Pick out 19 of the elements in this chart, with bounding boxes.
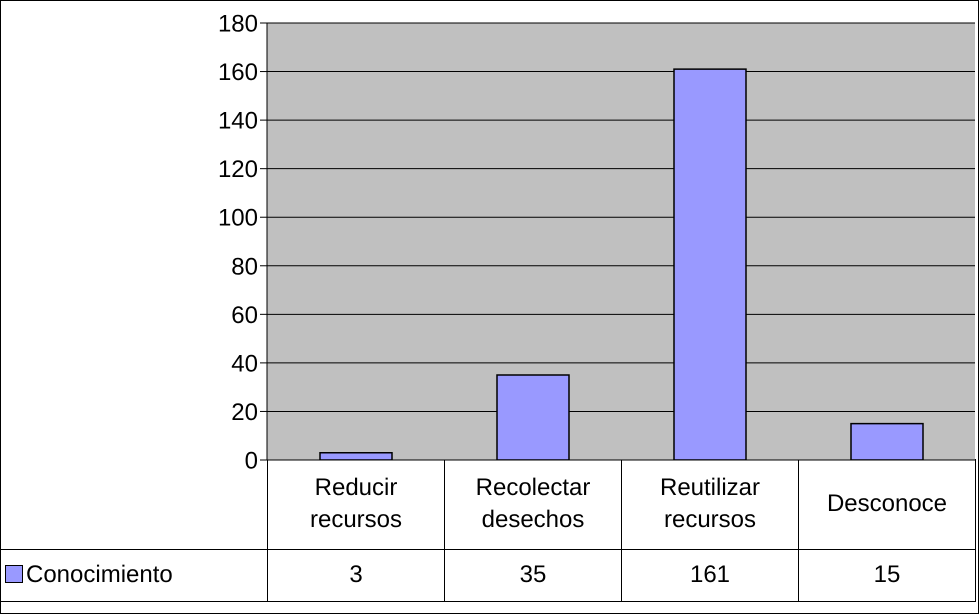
x-tick-label: Desconoce — [798, 459, 976, 549]
x-tick-label: Reutilizar recursos — [622, 459, 798, 549]
x-tick-label: Reducir recursos — [268, 459, 444, 549]
y-tick-label: 120 — [218, 156, 258, 184]
x-tick-label: Recolectar desechos — [444, 459, 622, 549]
y-tick-label: 40 — [231, 350, 258, 378]
y-tick-label: 140 — [218, 108, 258, 135]
y-tick-label: 100 — [218, 204, 258, 232]
y-tick-label: 60 — [231, 302, 258, 329]
y-tick-label: 0 — [244, 448, 258, 475]
y-tick-label: 160 — [218, 59, 258, 86]
data-label: 3 — [268, 549, 444, 601]
y-tick-label: 180 — [218, 10, 258, 38]
legend-label: Conocimiento — [1, 549, 268, 601]
data-label: 15 — [798, 549, 976, 601]
data-label: 35 — [444, 549, 622, 601]
data-label: 161 — [622, 549, 798, 601]
y-tick-label: 80 — [231, 253, 258, 280]
y-tick-label: 20 — [231, 398, 258, 426]
